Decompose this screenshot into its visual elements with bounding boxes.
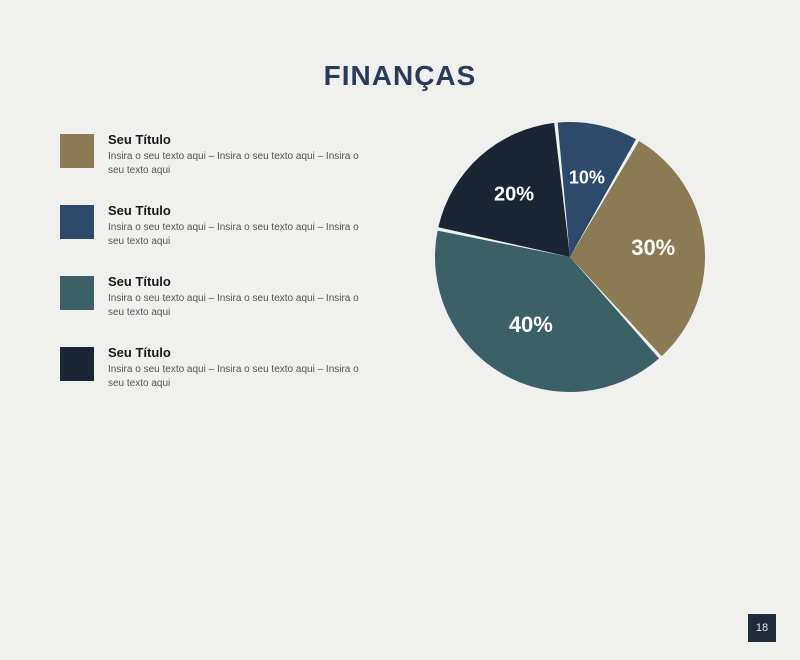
legend-item-title: Seu Título	[108, 203, 360, 218]
legend-text: Seu Título Insira o seu texto aqui – Insi…	[108, 132, 360, 177]
chart-column: 30% 40% 20% 10%	[400, 122, 740, 392]
legend-item: Seu Título Insira o seu texto aqui – Insi…	[60, 345, 360, 390]
pie-slice-label: 20%	[494, 183, 534, 206]
legend-item-title: Seu Título	[108, 274, 360, 289]
legend-text: Seu Título Insira o seu texto aqui – Insi…	[108, 345, 360, 390]
legend-swatch	[60, 347, 94, 381]
pie-chart: 30% 40% 20% 10%	[435, 122, 705, 392]
legend-swatch	[60, 205, 94, 239]
page-number: 18	[748, 614, 776, 642]
legend-item-desc: Insira o seu texto aqui – Insira o seu t…	[108, 363, 360, 390]
legend-column: Seu Título Insira o seu texto aqui – Insi…	[60, 122, 360, 392]
legend-item: Seu Título Insira o seu texto aqui – Insi…	[60, 132, 360, 177]
content-row: Seu Título Insira o seu texto aqui – Insi…	[0, 122, 800, 392]
legend-item: Seu Título Insira o seu texto aqui – Insi…	[60, 274, 360, 319]
legend-text: Seu Título Insira o seu texto aqui – Insi…	[108, 274, 360, 319]
legend-swatch	[60, 134, 94, 168]
legend-item-desc: Insira o seu texto aqui – Insira o seu t…	[108, 150, 360, 177]
legend-item-title: Seu Título	[108, 132, 360, 147]
legend-item-title: Seu Título	[108, 345, 360, 360]
page-title: FINANÇAS	[0, 60, 800, 92]
legend-item-desc: Insira o seu texto aqui – Insira o seu t…	[108, 292, 360, 319]
pie-slice-label: 30%	[631, 235, 675, 261]
legend-item: Seu Título Insira o seu texto aqui – Insi…	[60, 203, 360, 248]
legend-text: Seu Título Insira o seu texto aqui – Insi…	[108, 203, 360, 248]
legend-item-desc: Insira o seu texto aqui – Insira o seu t…	[108, 221, 360, 248]
legend-swatch	[60, 276, 94, 310]
pie-slice-label: 40%	[509, 312, 553, 338]
pie-slice-label: 10%	[569, 167, 605, 188]
